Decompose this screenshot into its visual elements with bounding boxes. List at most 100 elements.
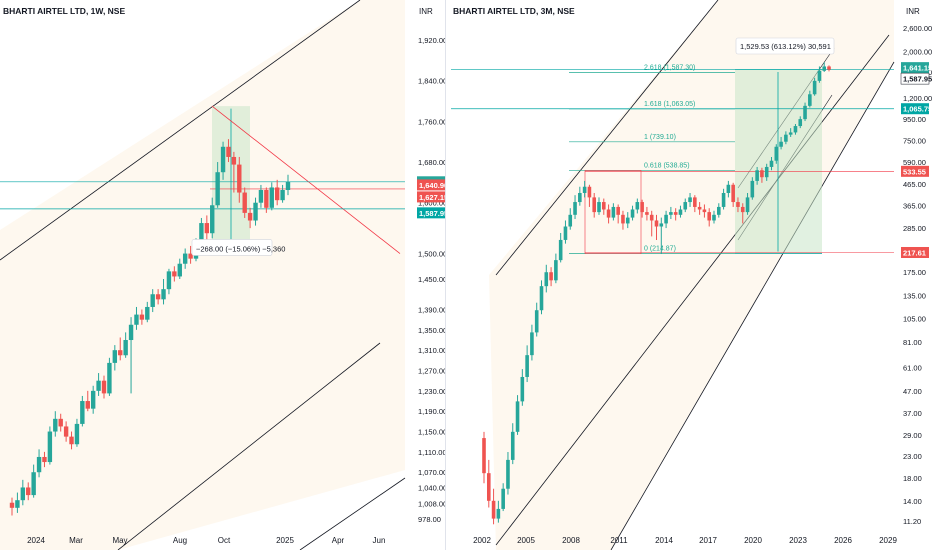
candle-body [563, 226, 568, 240]
price-tag-text: 533.55 [903, 167, 926, 176]
candle-body [697, 206, 702, 210]
y-tick-label: 1,070.00 [418, 468, 446, 477]
measure-label-text: 1,529.53 (613.12%) 30,591 [740, 42, 831, 51]
y-tick-label: 590.00 [903, 158, 926, 167]
candle-body [769, 160, 774, 167]
measure-label-box [735, 37, 835, 55]
candle-body [534, 310, 539, 333]
price-tag [901, 165, 929, 177]
y-tick-label: 1,920.00 [418, 36, 446, 45]
candle-body [592, 197, 597, 213]
currency-label: INR [906, 7, 920, 16]
candle-body [616, 206, 620, 215]
y-tick-label: 37.00 [903, 409, 922, 418]
candle-body [220, 146, 226, 173]
candle-body [199, 223, 204, 244]
candle-body [501, 488, 505, 509]
candle-body [9, 502, 15, 508]
candle-body [707, 212, 712, 221]
pane-divider[interactable] [445, 0, 446, 550]
candle-body [645, 212, 649, 215]
x-tick-label: 2011 [610, 536, 628, 545]
candle-body [85, 401, 90, 409]
y-tick-label: 950.00 [903, 115, 926, 124]
candle-body [688, 197, 692, 203]
candle-body [702, 209, 707, 213]
candle-body [731, 184, 735, 203]
fib-level-label: 1.618 (1,063.05) [644, 101, 695, 108]
candle-body [745, 197, 750, 213]
x-tick-label: 2005 [517, 536, 535, 545]
x-tick-label: 2029 [879, 536, 897, 545]
price-tag-text: 1,587.95 [903, 75, 932, 84]
candle-body [736, 202, 740, 207]
candle-body [606, 209, 611, 218]
candle-body [58, 418, 63, 427]
weekly-chart-canvas[interactable]: −268.00 (−15.06%) −5,360 BHARTI AIRTEL LT… [0, 0, 448, 551]
y-tick-label: 1,230.00 [418, 387, 446, 396]
price-tag-text: 217.61 [903, 248, 926, 257]
candle-body [118, 350, 123, 356]
candle-body [678, 209, 683, 215]
x-tick-label: Mar [69, 536, 83, 545]
candle-body [134, 314, 139, 325]
y-tick-label: 11.20 [903, 517, 921, 526]
y-tick-label: 285.00 [903, 224, 926, 233]
y-tick-label: 1,500.00 [418, 250, 446, 259]
channel-lower-line-2 [299, 477, 406, 551]
candle-body [793, 126, 798, 133]
measure-label-text: −268.00 (−15.06%) −5,360 [196, 244, 285, 253]
y-tick-label: 1,390.00 [418, 306, 446, 315]
y-tick-label: 1,680.00 [418, 158, 446, 167]
candle-body [107, 362, 112, 394]
candle-body [242, 192, 247, 213]
measure-label-box [191, 239, 273, 256]
chart-title: BHARTI AIRTEL LTD, 1W, NSE [3, 6, 125, 16]
y-tick-label: 23.00 [903, 452, 922, 461]
measure-box [735, 69, 822, 254]
channel-upper-line [495, 0, 719, 276]
y-tick-label: 1,760.00 [418, 117, 446, 126]
y-tick-label: 465.00 [903, 180, 926, 189]
candle-body [74, 423, 80, 445]
currency-label: INR [419, 7, 433, 16]
candle-body [630, 209, 635, 218]
price-tag-text: 1,640.90 [419, 181, 446, 190]
candle-body [808, 94, 812, 106]
quarterly-chart-pane[interactable]: 2.618 (1,587.30) 1.618 (1,063.05) 1 (739.1… [446, 0, 932, 551]
y-tick-label: 29.00 [903, 431, 922, 440]
y-tick-label: 1,310.00 [418, 346, 446, 355]
y-tick-label: 81.00 [903, 338, 922, 347]
candle-body [90, 390, 96, 409]
channel-upper-line [0, 0, 361, 261]
candle-body [812, 80, 817, 95]
y-tick-label: 105.00 [903, 314, 926, 323]
candle-body [683, 202, 688, 210]
quarterly-chart-canvas[interactable]: 2.618 (1,587.30) 1.618 (1,063.05) 1 (739.1… [446, 0, 932, 551]
y-tick-label: 1,150.00 [418, 428, 446, 437]
candle-body [264, 190, 269, 208]
y-tick-label: 1,008.00 [418, 500, 446, 509]
y-tick-label: 1,040.00 [418, 483, 446, 492]
price-tag [900, 72, 930, 85]
y-tick-label: 750.00 [903, 137, 926, 146]
price-tag-text: 1,627.15 [419, 193, 446, 202]
candle-body [640, 202, 644, 213]
candle-body [822, 66, 827, 71]
red-trend-line [211, 105, 401, 254]
x-tick-label: 2025 [276, 536, 294, 545]
chart-title: BHARTI AIRTEL LTD, 3M, NSE [453, 6, 575, 16]
fib-level-label: 0.618 (538.85) [644, 162, 690, 169]
candle-body [491, 500, 496, 519]
candle-body [188, 253, 193, 259]
x-tick-label: Apr [332, 536, 345, 545]
candle-body [515, 401, 520, 432]
candle-body [150, 294, 155, 307]
weekly-chart-pane[interactable]: −268.00 (−15.06%) −5,360 BHARTI AIRTEL LT… [0, 0, 448, 551]
candle-body [177, 263, 182, 277]
candle-body [774, 146, 779, 161]
candle-body [31, 472, 36, 496]
candle-body [664, 214, 668, 224]
candle-body [549, 272, 553, 281]
x-tick-label: 2026 [834, 536, 852, 545]
